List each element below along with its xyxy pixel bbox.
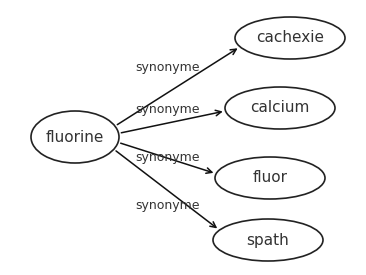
Text: synonyme: synonyme [136, 103, 200, 117]
Text: fluorine: fluorine [46, 130, 104, 144]
Text: fluor: fluor [253, 170, 288, 186]
Text: synonyme: synonyme [136, 152, 200, 164]
Text: synonyme: synonyme [136, 199, 200, 211]
Text: cachexie: cachexie [256, 31, 324, 45]
Text: spath: spath [247, 232, 290, 248]
Text: calcium: calcium [250, 100, 310, 116]
Text: synonyme: synonyme [136, 62, 200, 75]
